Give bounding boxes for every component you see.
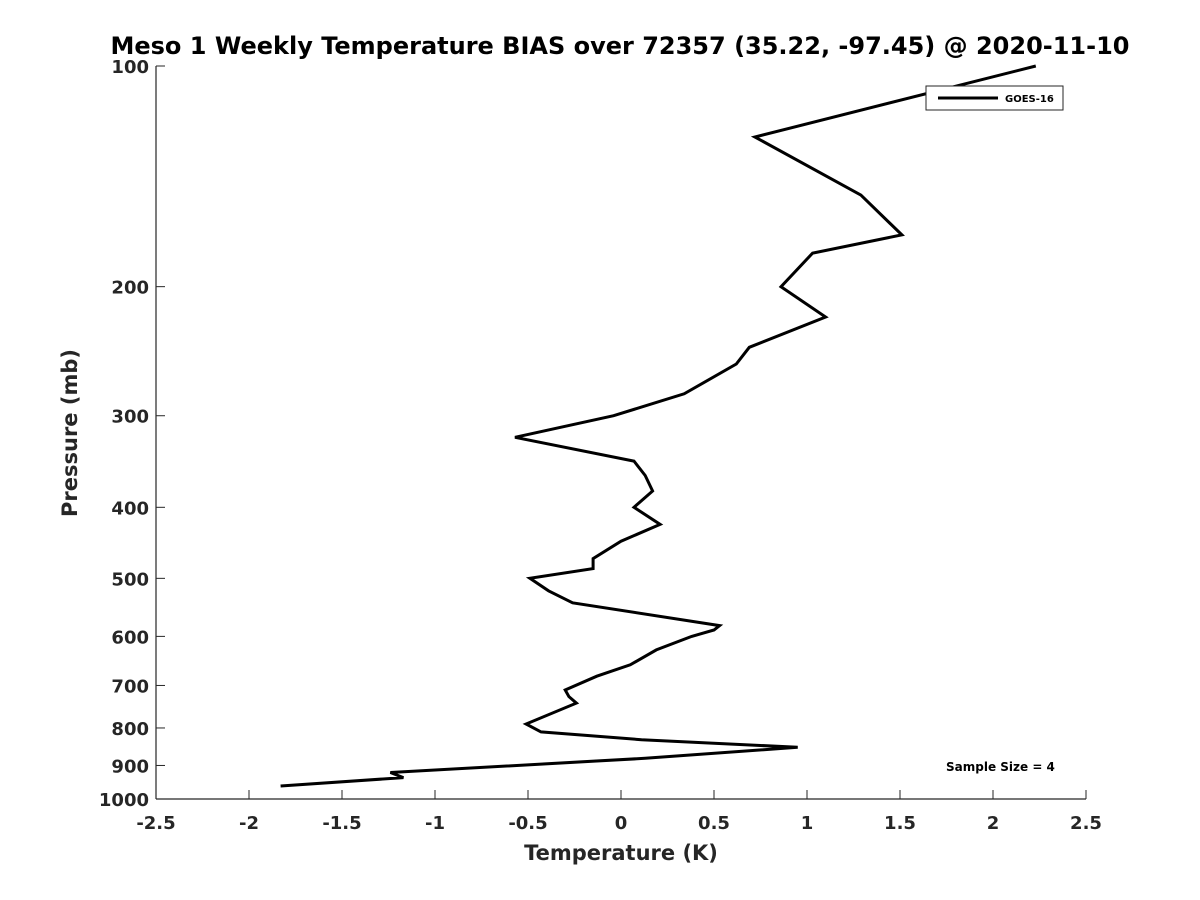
y-axis-label: Pressure (mb) (58, 349, 82, 517)
x-tick-label: 2 (987, 813, 1000, 834)
x-tick-label: 0 (615, 813, 628, 834)
x-axis-label: Temperature (K) (524, 841, 718, 865)
legend-label: GOES-16 (1005, 94, 1054, 105)
x-tick-label: -1.5 (322, 813, 361, 834)
y-tick-label: 300 (111, 407, 149, 428)
x-tick-label: -0.5 (508, 813, 547, 834)
y-tick-label: 600 (111, 627, 149, 648)
y-tick-label: 200 (111, 278, 149, 299)
x-tick-label: 1.5 (884, 813, 916, 834)
x-tick-label: 1 (801, 813, 814, 834)
y-tick-label: 1000 (99, 790, 149, 811)
axes (155, 66, 1086, 800)
x-tick-label: -1 (425, 813, 445, 834)
series-layer (280, 64, 1037, 788)
y-tick-label: 500 (111, 569, 149, 590)
x-tick-label: 0.5 (698, 813, 730, 834)
y-tick-label: 700 (111, 676, 149, 697)
y-tick-label: 400 (111, 498, 149, 519)
x-tick-label: -2 (239, 813, 259, 834)
y-ticks: 100 200 300 400 500 600 700 800 900 1000 (99, 57, 165, 811)
x-tick-label: -2.5 (136, 813, 175, 834)
series-line-goes-16 (280, 64, 1037, 788)
x-ticks: -2.5 -2 -1.5 -1 -0.5 0 0.5 1 1.5 2 2.5 (136, 790, 1102, 834)
legend: GOES-16 (925, 85, 1064, 111)
y-tick-label: 100 (111, 57, 149, 78)
chart-title: Meso 1 Weekly Temperature BIAS over 7235… (110, 32, 1129, 60)
y-tick-label: 900 (111, 756, 149, 777)
sample-size-annotation: Sample Size = 4 (946, 760, 1055, 774)
y-tick-label: 800 (111, 719, 149, 740)
x-tick-label: 2.5 (1070, 813, 1102, 834)
